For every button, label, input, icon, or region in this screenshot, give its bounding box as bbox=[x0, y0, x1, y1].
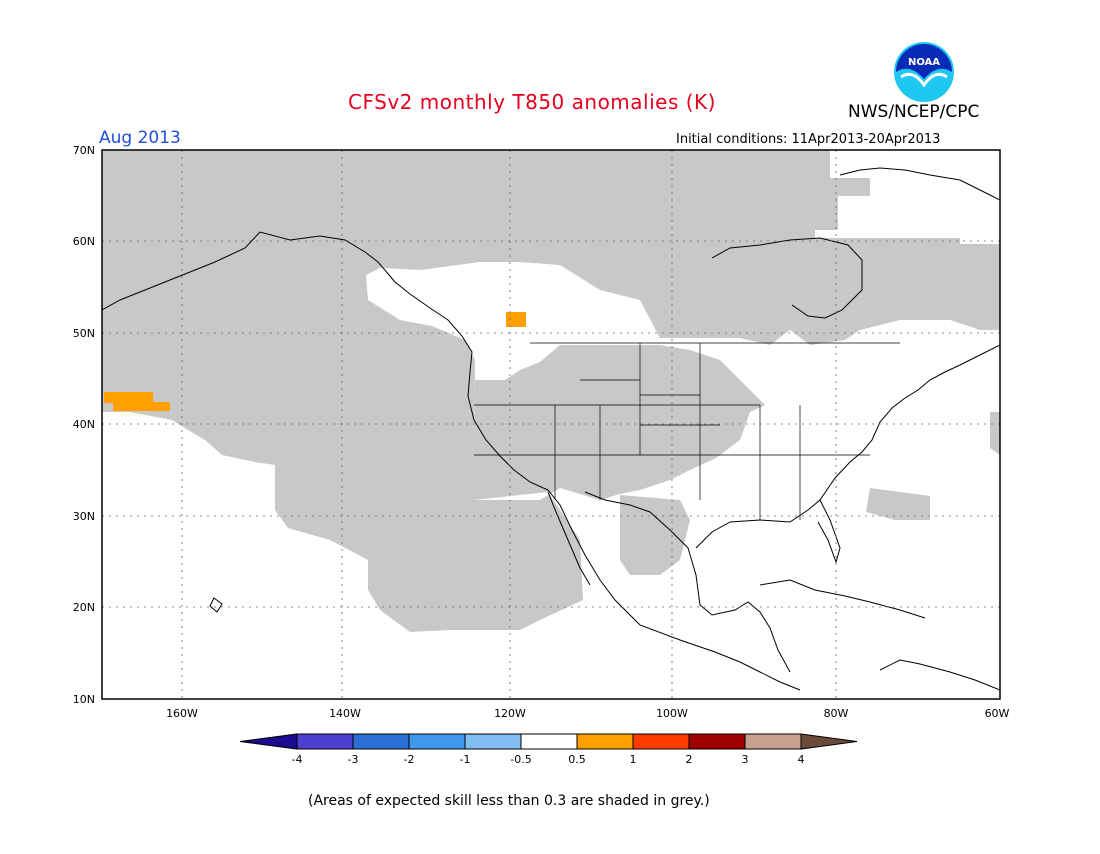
legend-tick-label: -4 bbox=[292, 753, 303, 766]
lat-labels: 70N 60N 50N 40N 30N 20N 10N bbox=[73, 144, 95, 706]
logo-text: NOAA bbox=[908, 57, 940, 68]
lon-label: 120W bbox=[494, 707, 526, 720]
map-frame bbox=[101, 149, 1001, 700]
color-legend: -4 -3 -2 -1 -0.5 0.5 1 2 3 4 bbox=[239, 733, 858, 766]
legend-tick-label: -1 bbox=[460, 753, 471, 766]
lon-label: 160W bbox=[166, 707, 198, 720]
legend-arrow-low bbox=[239, 733, 298, 750]
lat-label: 30N bbox=[73, 510, 95, 523]
legend-swatch bbox=[296, 733, 354, 750]
legend-swatch bbox=[408, 733, 466, 750]
lon-label: 80W bbox=[824, 707, 849, 720]
graticule bbox=[102, 150, 1000, 699]
agency-label: NWS/NCEP/CPC bbox=[848, 102, 980, 122]
map-title: CFSv2 monthly T850 anomalies (K) bbox=[348, 90, 716, 114]
legend-swatch bbox=[744, 733, 802, 750]
legend-swatch bbox=[464, 733, 522, 750]
legend-tick-label: -3 bbox=[348, 753, 359, 766]
lon-label: 60W bbox=[985, 707, 1010, 720]
legend-tick-label: -0.5 bbox=[510, 753, 531, 766]
legend-tick-label: 0.5 bbox=[568, 753, 586, 766]
lat-label: 50N bbox=[73, 327, 95, 340]
legend-swatch bbox=[632, 733, 690, 750]
legend-swatch bbox=[576, 733, 634, 750]
legend-tick-label: 1 bbox=[630, 753, 637, 766]
noaa-logo: NOAA bbox=[893, 41, 955, 103]
lat-label: 70N bbox=[73, 144, 95, 157]
lat-label: 20N bbox=[73, 601, 95, 614]
initial-conditions: Initial conditions: 11Apr2013-20Apr2013 bbox=[676, 132, 941, 147]
legend-tick-label: 2 bbox=[686, 753, 693, 766]
lon-labels: 160W 140W 120W 100W 80W 60W bbox=[166, 707, 1009, 720]
skill-footnote: (Areas of expected skill less than 0.3 a… bbox=[308, 793, 710, 809]
lat-label: 60N bbox=[73, 235, 95, 248]
anomaly-patches bbox=[104, 312, 526, 411]
lat-label: 40N bbox=[73, 418, 95, 431]
lat-label: 10N bbox=[73, 693, 95, 706]
low-skill-shading bbox=[102, 150, 1000, 632]
valid-month: Aug 2013 bbox=[99, 128, 181, 148]
lon-label: 140W bbox=[329, 707, 361, 720]
legend-swatch bbox=[520, 733, 578, 750]
legend-tick-label: -2 bbox=[404, 753, 415, 766]
legend-swatch bbox=[352, 733, 410, 750]
legend-tick-label: 3 bbox=[742, 753, 749, 766]
coastlines bbox=[102, 167, 1000, 691]
legend-arrow-high bbox=[800, 733, 858, 750]
lon-label: 100W bbox=[656, 707, 688, 720]
legend-tick-label: 4 bbox=[798, 753, 805, 766]
state-borders bbox=[474, 342, 900, 520]
legend-swatch bbox=[688, 733, 746, 750]
